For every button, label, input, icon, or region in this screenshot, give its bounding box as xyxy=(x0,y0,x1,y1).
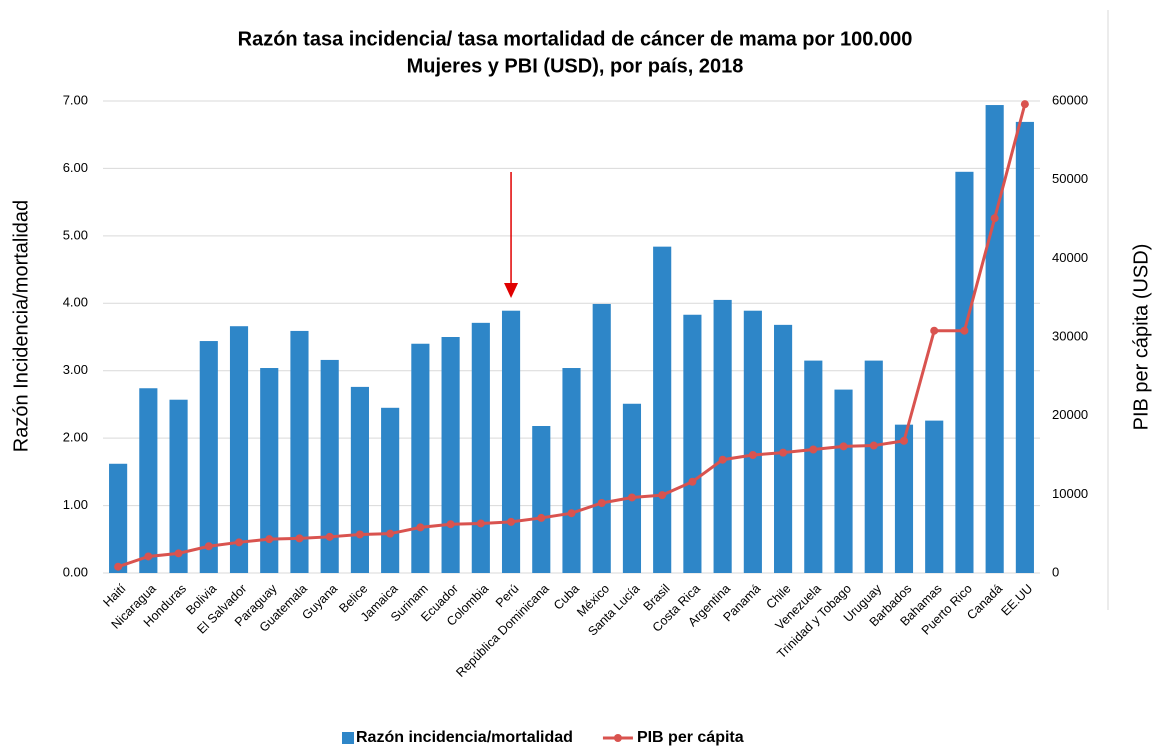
line-marker xyxy=(658,491,667,500)
y2-tick-label: 50000 xyxy=(1052,171,1088,186)
line-marker xyxy=(990,214,999,223)
chart-title: Mujeres y PBI (USD), por país, 2018 xyxy=(407,55,744,77)
line-marker xyxy=(144,552,153,561)
y2-tick-label: 10000 xyxy=(1052,486,1088,501)
bar xyxy=(199,341,218,573)
bar xyxy=(381,407,400,573)
y2-tick-label: 30000 xyxy=(1052,328,1088,343)
line-marker xyxy=(597,498,606,507)
bar xyxy=(804,360,823,573)
line-marker xyxy=(688,477,697,486)
bar xyxy=(109,463,128,573)
x-tick-label: EE.UU xyxy=(998,582,1035,619)
y2-axis-title: PIB per cápita (USD) xyxy=(1130,244,1152,431)
line-marker xyxy=(1020,100,1029,109)
line-marker xyxy=(265,535,274,544)
line-marker xyxy=(930,326,939,335)
line-marker xyxy=(839,442,848,451)
line-marker xyxy=(537,513,546,522)
y-tick-label: 7.00 xyxy=(63,92,88,107)
line-marker xyxy=(446,520,455,529)
bar xyxy=(169,399,188,573)
line-marker xyxy=(174,549,183,558)
bar xyxy=(229,326,249,573)
line-marker xyxy=(325,532,334,541)
bar xyxy=(139,388,158,573)
bar xyxy=(1015,121,1034,573)
y2-tick-label: 0 xyxy=(1052,564,1059,579)
bar xyxy=(350,386,369,573)
legend-swatch xyxy=(613,734,622,742)
bar xyxy=(864,360,883,573)
bar xyxy=(290,330,309,573)
bar xyxy=(683,314,702,573)
legend-label: Razón incidencia/mortalidad xyxy=(356,729,573,746)
line-marker xyxy=(204,542,213,551)
legend-swatch xyxy=(342,732,354,744)
bar xyxy=(894,424,914,573)
line-marker xyxy=(567,509,576,518)
bar xyxy=(592,303,611,573)
legend-label: PIB per cápita xyxy=(637,729,744,746)
line-marker xyxy=(114,562,123,571)
y-tick-label: 4.00 xyxy=(63,295,88,310)
y-tick-label: 0.00 xyxy=(63,564,88,579)
line-marker xyxy=(627,493,636,502)
line-marker xyxy=(718,455,727,464)
line-marker xyxy=(295,534,304,543)
line-marker xyxy=(235,538,244,547)
y2-tick-label: 40000 xyxy=(1052,250,1088,265)
line-marker xyxy=(416,523,425,532)
line-marker xyxy=(779,448,788,457)
line-marker xyxy=(869,441,878,450)
annotation-arrowhead xyxy=(504,283,519,298)
y-tick-label: 2.00 xyxy=(63,430,88,445)
bar xyxy=(985,105,1004,573)
bar xyxy=(955,171,974,574)
bar xyxy=(260,368,279,573)
y-tick-label: 3.00 xyxy=(63,362,88,377)
line-marker xyxy=(476,519,485,528)
bar xyxy=(834,389,853,573)
line-marker xyxy=(355,530,364,539)
bar xyxy=(743,310,762,573)
y-tick-label: 6.00 xyxy=(63,160,88,175)
bar xyxy=(532,426,551,573)
bar xyxy=(562,368,581,573)
line-marker xyxy=(960,326,969,335)
bar xyxy=(441,337,460,573)
y-axis-title: Razón Incidencia/mortalidad xyxy=(10,200,32,452)
chart-title: Razón tasa incidencia/ tasa mortalidad d… xyxy=(238,28,913,50)
bar xyxy=(320,359,339,573)
bar xyxy=(925,420,944,573)
y2-tick-label: 20000 xyxy=(1052,407,1088,422)
line-marker xyxy=(899,436,908,445)
line-marker xyxy=(386,529,395,538)
bar xyxy=(653,246,672,573)
line-marker xyxy=(748,451,757,459)
bar xyxy=(471,322,490,573)
bar xyxy=(501,310,521,573)
bar xyxy=(411,343,430,573)
y-tick-label: 1.00 xyxy=(63,497,88,512)
line-marker xyxy=(809,445,818,454)
y-tick-label: 5.00 xyxy=(63,227,88,242)
bar xyxy=(713,299,732,573)
y2-tick-label: 60000 xyxy=(1052,92,1088,107)
bar xyxy=(622,403,642,573)
line-marker xyxy=(507,517,516,526)
